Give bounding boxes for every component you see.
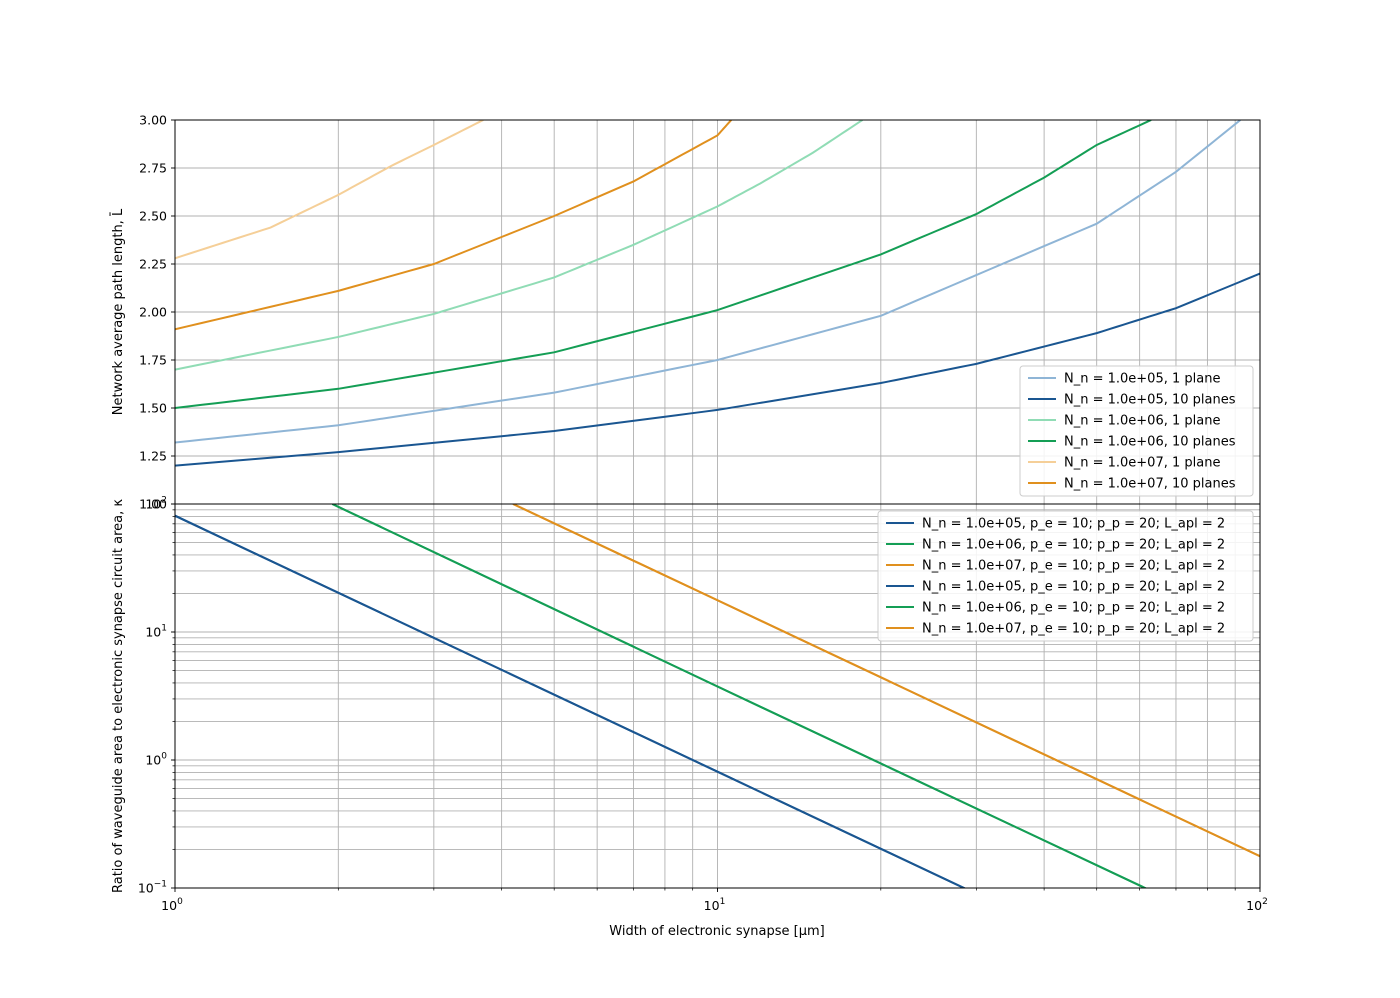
series-line xyxy=(175,272,1260,467)
y-tick-label: 1.25 xyxy=(139,449,167,464)
y-tick-label: 1.00 xyxy=(139,497,167,512)
legend-box xyxy=(877,510,1254,642)
series-line xyxy=(175,120,484,260)
bottom-legend: N_n = 1.0e+05, p_e = 10; p_p = 20; L_apl… xyxy=(877,510,1254,642)
y-tick-label: 1.75 xyxy=(139,353,167,368)
y-tick-label: 1.50 xyxy=(139,401,167,416)
x-tick-exponent: 2 xyxy=(1262,897,1268,907)
legend-entry: N_n = 1.0e+06, p_e = 10; p_p = 20; L_apl… xyxy=(922,538,1225,553)
legend-entry: N_n = 1.0e+07, p_e = 10; p_p = 20; L_apl… xyxy=(922,622,1225,637)
series-line xyxy=(331,504,1148,888)
y-tick-exponent: −1 xyxy=(154,880,167,890)
legend-box xyxy=(1019,365,1254,497)
x-tick-exponent: 0 xyxy=(177,897,183,907)
y-tick-label: 2.50 xyxy=(139,209,167,224)
bottom-axes-frame xyxy=(174,503,1261,889)
series-line xyxy=(512,504,1260,858)
bottom-series-group xyxy=(175,504,1260,888)
legend-entry: N_n = 1.0e+06, 1 plane xyxy=(1064,414,1220,429)
top-series-group xyxy=(175,120,1260,467)
x-axis-label: Width of electronic synapse [μm] xyxy=(609,924,824,939)
y-tick-exponent: 1 xyxy=(161,624,167,634)
series-line xyxy=(175,514,967,888)
legend-entry: N_n = 1.0e+07, p_e = 10; p_p = 20; L_apl… xyxy=(922,559,1225,574)
top-y-axis-label: Network average path length, L̄ xyxy=(111,208,126,415)
legend-entry: N_n = 1.0e+05, p_e = 10; p_p = 20; L_apl… xyxy=(922,517,1225,532)
legend-entry: N_n = 1.0e+05, 10 planes xyxy=(1064,393,1236,408)
bottom-y-axis-label: Ratio of waveguide area to electronic sy… xyxy=(111,499,126,893)
top-legend: N_n = 1.0e+05, 1 plane N_n = 1.0e+05, 10 … xyxy=(1019,365,1254,497)
legend-entry: N_n = 1.0e+05, p_e = 10; p_p = 20; L_apl… xyxy=(922,580,1225,595)
y-tick-label: 2.75 xyxy=(139,161,167,176)
series-line xyxy=(175,120,732,331)
legend-entry: N_n = 1.0e+07, 10 planes xyxy=(1064,477,1236,492)
y-tick-exponent: 2 xyxy=(161,496,167,506)
top-panel-path-length: 3.00 2.75 2.50 2.25 2.00 1.75 1.50 1.25 1.00 N_n … xyxy=(139,113,1261,512)
series-line xyxy=(175,120,1152,409)
series-line xyxy=(175,120,863,371)
legend-entry: N_n = 1.0e+07, 1 plane xyxy=(1064,456,1220,471)
legend-entry: N_n = 1.0e+05, 1 plane xyxy=(1064,372,1220,387)
series-line xyxy=(175,120,1241,444)
y-tick-label: 2.25 xyxy=(139,257,167,272)
x-tick-exponent: 1 xyxy=(720,897,726,907)
y-tick-label: 2.00 xyxy=(139,305,167,320)
y-tick-label: 3.00 xyxy=(139,113,167,128)
legend-entry: N_n = 1.0e+06, p_e = 10; p_p = 20; L_apl… xyxy=(922,601,1225,616)
legend-entry: N_n = 1.0e+06, 10 planes xyxy=(1064,435,1236,450)
y-tick-exponent: 0 xyxy=(161,752,167,762)
